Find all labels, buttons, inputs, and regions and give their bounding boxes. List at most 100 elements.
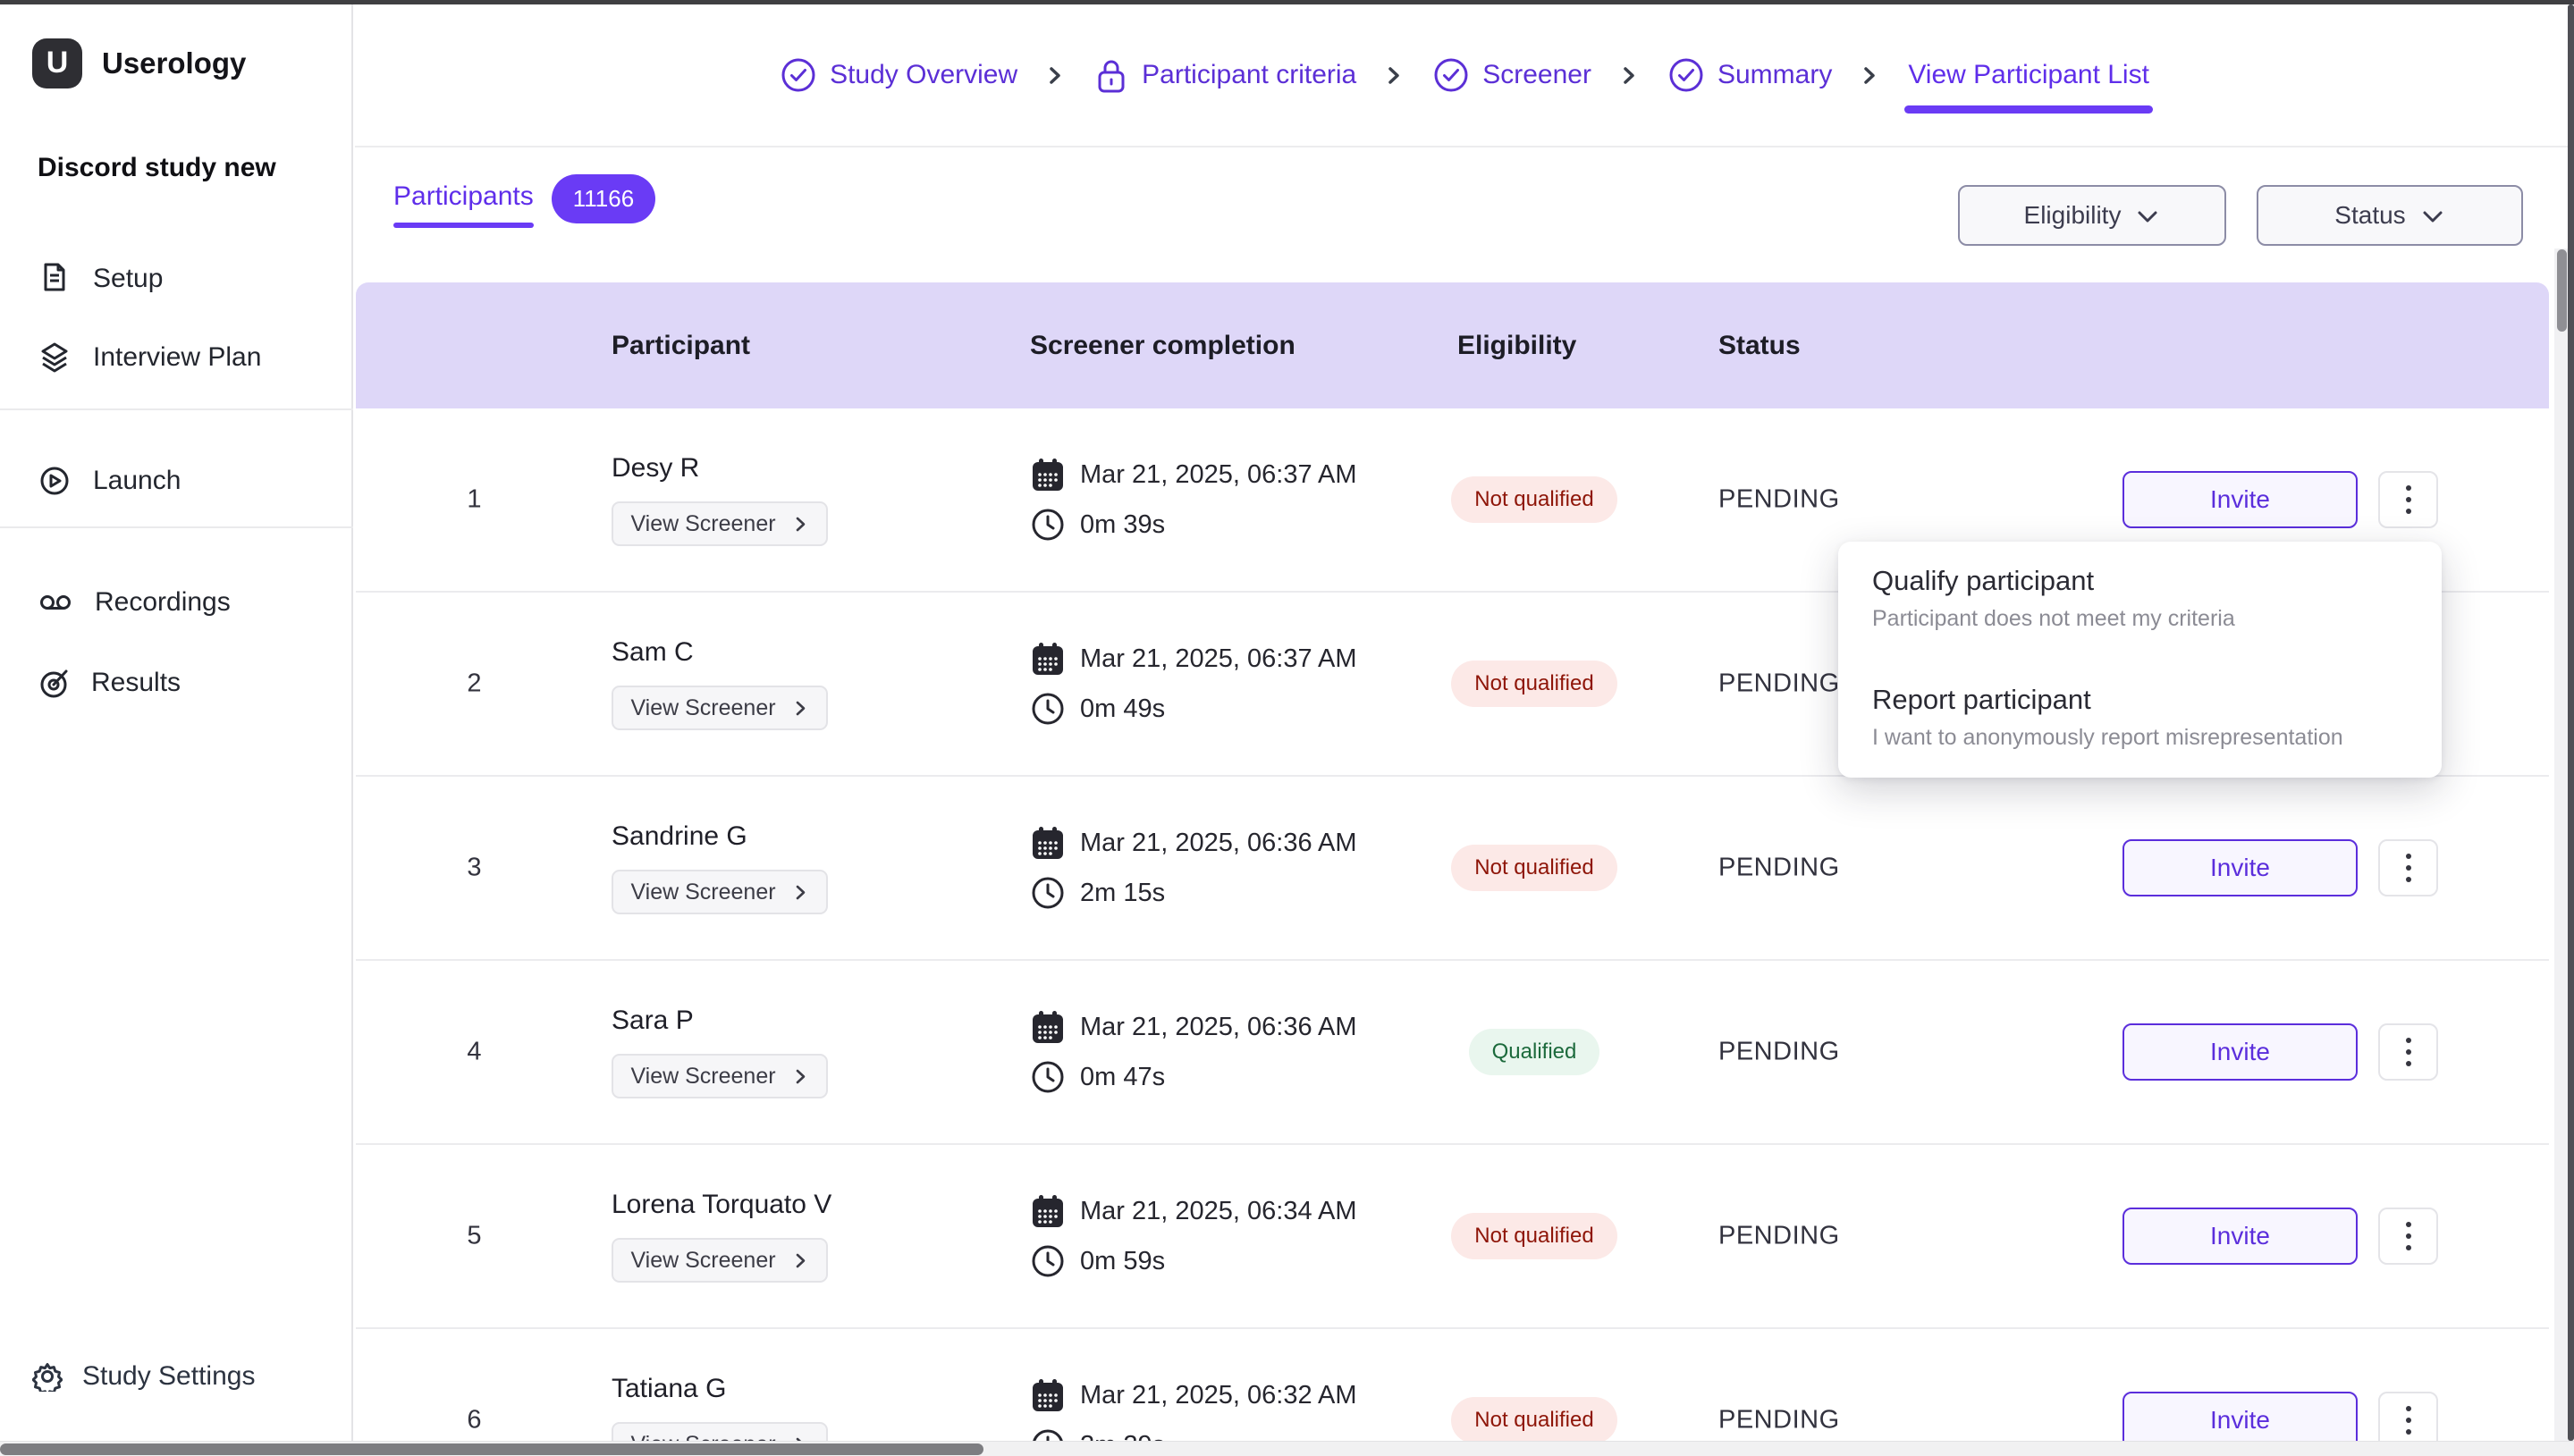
menu-item-report-participant[interactable]: Report participant I want to anonymously… bbox=[1872, 684, 2408, 751]
study-settings-label: Study Settings bbox=[82, 1361, 256, 1391]
step-label: Summary bbox=[1717, 60, 1833, 89]
kebab-dot bbox=[2405, 1222, 2411, 1227]
invite-label: Invite bbox=[2210, 1406, 2270, 1434]
row-actions-kebab-button[interactable] bbox=[2378, 839, 2438, 896]
kebab-dot bbox=[2405, 509, 2411, 514]
row-number: 1 bbox=[467, 484, 482, 514]
calendar-icon bbox=[1033, 643, 1063, 675]
sidebar-item-label: Launch bbox=[93, 466, 181, 495]
menu-item-qualify-participant[interactable]: Qualify participant Participant does not… bbox=[1872, 565, 2408, 632]
kebab-dot bbox=[2405, 497, 2411, 502]
kebab-dot bbox=[2405, 1245, 2411, 1250]
study-settings-button[interactable]: Study Settings bbox=[0, 1354, 353, 1399]
invite-button[interactable]: Invite bbox=[2122, 1208, 2358, 1265]
table-row: 6 Tatiana G View Screener Mar 21, 2025, … bbox=[356, 1329, 2549, 1441]
column-header-participant: Participant bbox=[612, 330, 751, 360]
invite-label: Invite bbox=[2210, 854, 2270, 881]
view-screener-label: View Screener bbox=[630, 1063, 776, 1089]
participant-name: Tatiana G bbox=[612, 1374, 727, 1403]
eligibility-filter-dropdown[interactable]: Eligibility bbox=[1958, 185, 2226, 246]
kebab-dot bbox=[2405, 485, 2411, 491]
calendar-icon bbox=[1033, 1379, 1063, 1411]
table-row: 1 Desy R View Screener Mar 21, 2025, 06:… bbox=[356, 408, 2549, 593]
tab-participants[interactable]: Participants bbox=[393, 181, 534, 228]
filter-label: Status bbox=[2334, 201, 2406, 229]
filter-label: Eligibility bbox=[2023, 201, 2122, 229]
row-number: 3 bbox=[467, 853, 482, 882]
status-text: PENDING bbox=[1718, 1037, 1840, 1066]
chevron-down-icon bbox=[2138, 211, 2157, 223]
step-participant-criteria[interactable]: Participant criteria bbox=[1093, 57, 1356, 93]
row-number: 2 bbox=[467, 669, 482, 698]
row-actions-kebab-button[interactable] bbox=[2378, 1208, 2438, 1265]
view-screener-button[interactable]: View Screener bbox=[612, 1422, 828, 1441]
sidebar-item-label: Interview Plan bbox=[93, 342, 262, 372]
chevron-right-icon bbox=[1044, 64, 1067, 87]
status-filter-dropdown[interactable]: Status bbox=[2257, 185, 2523, 246]
table-body: 1 Desy R View Screener Mar 21, 2025, 06:… bbox=[356, 408, 2549, 1441]
sidebar-item-recordings[interactable]: Recordings bbox=[0, 582, 353, 623]
invite-button[interactable]: Invite bbox=[2122, 471, 2358, 528]
sidebar-item-setup[interactable]: Setup bbox=[0, 258, 353, 299]
chevron-right-icon bbox=[1618, 64, 1641, 87]
view-screener-button[interactable]: View Screener bbox=[612, 501, 828, 546]
row-number: 4 bbox=[467, 1037, 482, 1066]
row-actions-kebab-button[interactable] bbox=[2378, 1392, 2438, 1441]
table-vertical-scrollbar-thumb[interactable] bbox=[2557, 249, 2567, 332]
horizontal-scrollbar-thumb[interactable] bbox=[0, 1443, 983, 1455]
chevron-right-icon bbox=[796, 1069, 805, 1083]
voicemail-icon bbox=[40, 595, 71, 610]
kebab-dot bbox=[2405, 1429, 2411, 1435]
check-circle-icon bbox=[1434, 58, 1468, 92]
row-actions-kebab-button[interactable] bbox=[2378, 471, 2438, 528]
view-screener-button[interactable]: View Screener bbox=[612, 686, 828, 730]
clock-icon bbox=[1032, 877, 1064, 909]
view-screener-button[interactable]: View Screener bbox=[612, 870, 828, 914]
invite-button[interactable]: Invite bbox=[2122, 839, 2358, 896]
page-vertical-scrollbar-thumb[interactable] bbox=[2568, 4, 2574, 1441]
screener-duration: 2m 29s bbox=[1080, 1431, 1165, 1442]
participants-table: Participant Screener completion Eligibil… bbox=[356, 282, 2549, 1441]
sidebar-item-launch[interactable]: Launch bbox=[0, 460, 353, 501]
table-row: 5 Lorena Torquato V View Screener Mar 21… bbox=[356, 1145, 2549, 1329]
view-screener-label: View Screener bbox=[630, 1432, 775, 1442]
sidebar-item-interview-plan[interactable]: Interview Plan bbox=[0, 337, 353, 378]
clock-icon bbox=[1032, 1429, 1064, 1441]
step-view-participant-list[interactable]: View Participant List bbox=[1904, 60, 2153, 114]
tab-underline bbox=[393, 222, 534, 228]
step-study-overview[interactable]: Study Overview bbox=[780, 56, 1017, 94]
sidebar: U Userology Discord study new Setup Inte… bbox=[0, 4, 353, 1441]
sidebar-item-label: Results bbox=[91, 668, 181, 697]
menu-item-title: Report participant bbox=[1872, 684, 2091, 715]
invite-label: Invite bbox=[2210, 1222, 2270, 1250]
step-screener[interactable]: Screener bbox=[1432, 56, 1591, 94]
kebab-dot bbox=[2405, 1061, 2411, 1066]
clock-icon bbox=[1032, 509, 1064, 541]
view-screener-button[interactable]: View Screener bbox=[612, 1054, 828, 1098]
kebab-dot bbox=[2405, 1038, 2411, 1043]
status-text: PENDING bbox=[1718, 484, 1840, 514]
window-top-edge bbox=[0, 0, 2574, 4]
horizontal-scrollbar-track bbox=[0, 1441, 2574, 1456]
invite-button[interactable]: Invite bbox=[2122, 1392, 2358, 1441]
column-header-eligibility: Eligibility bbox=[1457, 330, 1577, 360]
app-name: Userology bbox=[102, 46, 247, 80]
lock-icon bbox=[1098, 60, 1125, 93]
row-number: 6 bbox=[467, 1405, 482, 1435]
screener-datetime: Mar 21, 2025, 06:37 AM bbox=[1080, 459, 1357, 489]
table-row: 4 Sara P View Screener Mar 21, 2025, 06:… bbox=[356, 961, 2549, 1145]
document-icon bbox=[44, 263, 65, 291]
sidebar-item-label: Recordings bbox=[95, 587, 231, 617]
sidebar-item-results[interactable]: Results bbox=[0, 662, 353, 703]
menu-item-subtitle: Participant does not meet my criteria bbox=[1872, 606, 2235, 631]
calendar-icon bbox=[1033, 827, 1063, 859]
chevron-right-icon bbox=[796, 701, 805, 715]
table-header-row: Participant Screener completion Eligibil… bbox=[356, 282, 2549, 408]
step-summary[interactable]: Summary bbox=[1667, 56, 1832, 94]
view-screener-button[interactable]: View Screener bbox=[612, 1238, 828, 1283]
layers-icon bbox=[41, 342, 68, 373]
participant-name: Desy R bbox=[612, 453, 700, 483]
row-actions-kebab-button[interactable] bbox=[2378, 1023, 2438, 1081]
participant-name: Sandrine G bbox=[612, 821, 747, 851]
invite-button[interactable]: Invite bbox=[2122, 1023, 2358, 1081]
